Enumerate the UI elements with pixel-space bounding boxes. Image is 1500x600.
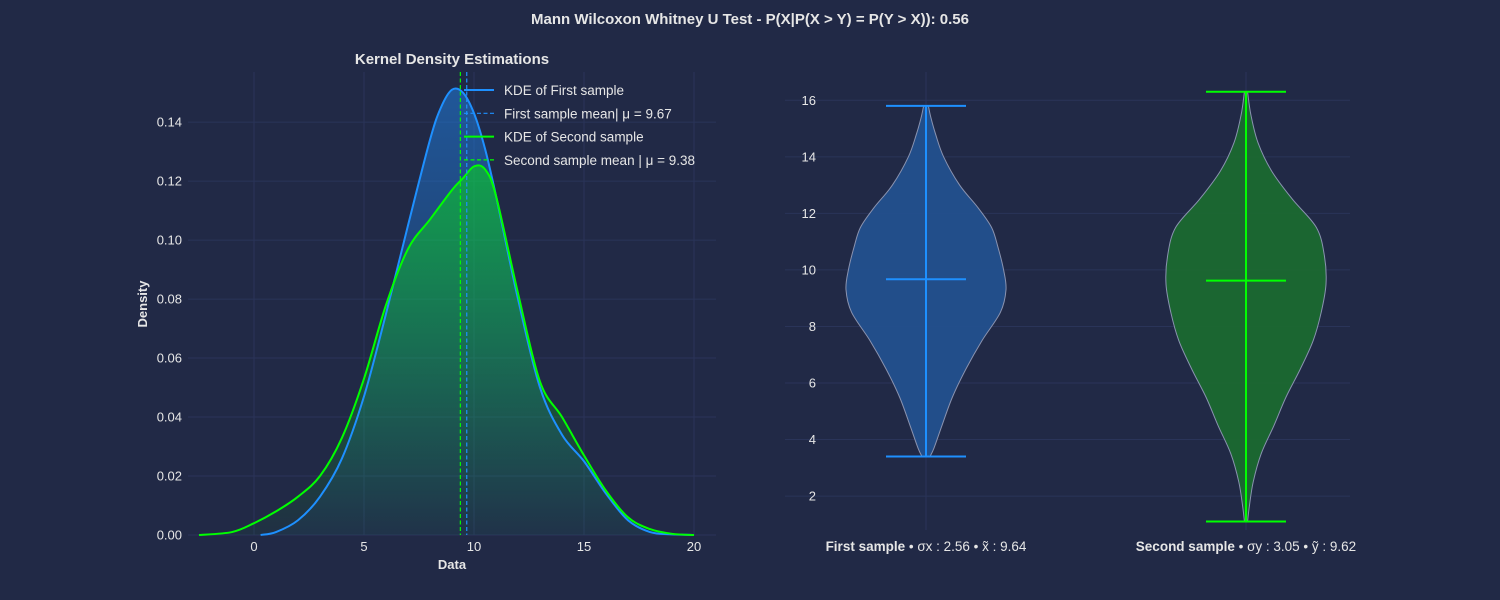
kde-line-second	[198, 164, 695, 536]
violin-category-name: Second sample	[1136, 539, 1236, 554]
violin-y-tick: 10	[802, 262, 816, 277]
violin-y-tick: 6	[809, 375, 816, 390]
legend-label: KDE of Second sample	[504, 130, 644, 145]
kde-title: Kernel Density Estimations	[355, 51, 549, 68]
legend-label: First sample mean| μ = 9.67	[504, 106, 672, 121]
violin-y-tick: 14	[802, 149, 816, 164]
violin-y-tick: 16	[802, 93, 816, 108]
kde-y-tick: 0.12	[157, 174, 182, 189]
kde-y-tick-labels: 0.00 0.02 0.04 0.06 0.08 0.10 0.12 0.14	[157, 115, 182, 543]
kde-y-tick: 0.02	[157, 469, 182, 484]
violin-y-tick-labels: 2 4 6 8 10 12 14 16	[802, 93, 816, 504]
kde-y-tick: 0.14	[157, 115, 182, 130]
kde-x-tick: 0	[250, 539, 257, 554]
kde-y-tick: 0.10	[157, 233, 182, 248]
violin-category-stats: • σy : 3.05 • ỹ : 9.62	[1235, 539, 1356, 554]
violin-category-labels: First sample • σx : 2.56 • x̃ : 9.64 Seco…	[826, 539, 1357, 554]
kde-x-axis-label: Data	[438, 557, 467, 572]
kde-x-tick: 15	[577, 539, 591, 554]
violin-panel: 2 4 6 8 10 12 14 16 First sample • σx : 2.56 • …	[785, 72, 1356, 554]
kde-x-tick: 10	[467, 539, 481, 554]
kde-y-tick: 0.00	[157, 528, 182, 543]
violin-y-tick: 8	[809, 319, 816, 334]
violin-category-label-first: First sample • σx : 2.56 • x̃ : 9.64	[826, 539, 1027, 554]
kde-legend: KDE of First sample First sample mean| μ …	[464, 83, 695, 168]
violin-category-stats: • σx : 2.56 • x̃ : 9.64	[905, 539, 1027, 554]
legend-label: Second sample mean | μ = 9.38	[504, 153, 695, 168]
kde-y-tick: 0.06	[157, 351, 182, 366]
figure-suptitle: Mann Wilcoxon Whitney U Test - P(X|P(X >…	[531, 11, 969, 28]
kde-x-tick: 20	[687, 539, 701, 554]
violin-y-tick: 12	[802, 206, 816, 221]
violin-category-label-second: Second sample • σy : 3.05 • ỹ : 9.62	[1136, 539, 1356, 554]
violin-category-name: First sample	[826, 539, 906, 554]
kde-y-axis-label: Density	[135, 280, 150, 328]
violin-y-tick: 4	[809, 432, 816, 447]
kde-x-tick-labels: 0 5 10 15 20	[250, 539, 701, 554]
kde-panel: 0 5 10 15 20 0.00 0.02 0.04 0.06 0.08 0.10 0.12 0.1…	[135, 51, 716, 572]
kde-fill-second	[199, 165, 694, 535]
kde-fills	[199, 88, 694, 536]
kde-x-tick: 5	[360, 539, 367, 554]
kde-mean-lines	[459, 72, 468, 535]
violin-y-tick: 2	[809, 489, 816, 504]
legend-label: KDE of First sample	[504, 83, 624, 98]
violin-stat-lines	[886, 90, 1286, 523]
kde-y-tick: 0.08	[157, 292, 182, 307]
kde-y-tick: 0.04	[157, 410, 182, 425]
